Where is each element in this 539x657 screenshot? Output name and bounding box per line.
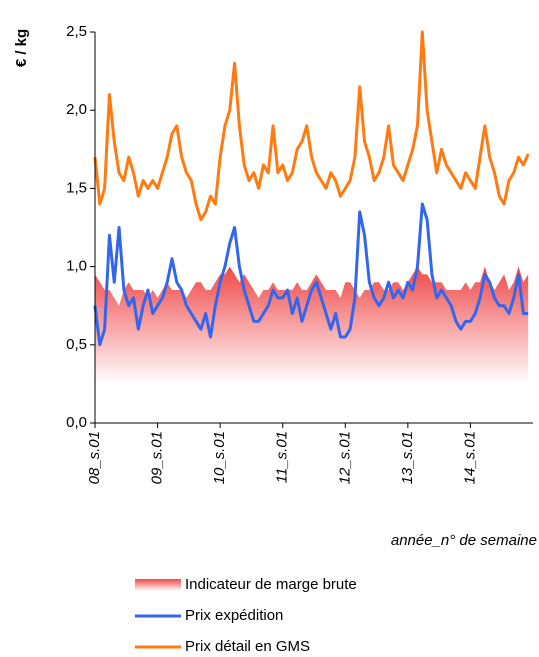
x-tick-label: 10_s.01 — [211, 431, 228, 484]
margin-area — [95, 266, 529, 423]
series-line — [93, 202, 529, 347]
x-axis-title: année_n° de semaine — [391, 532, 537, 549]
x-tick-label: 08_s.01 — [86, 431, 103, 484]
legend-label: Prix expédition — [185, 607, 283, 624]
y-axis-title: € / kg — [13, 29, 30, 67]
x-tick-label: 12_s.01 — [336, 431, 353, 484]
y-tick-label: 0,0 — [66, 414, 87, 431]
legend-label: Indicateur de marge brute — [185, 576, 357, 593]
x-tick-label: 11_s.01 — [274, 431, 291, 483]
x-tick-label: 13_s.01 — [399, 431, 416, 484]
x-tick-label: 14_s.01 — [461, 431, 478, 484]
legend-label: Prix détail en GMS — [185, 638, 310, 655]
x-tick-label: 09_s.01 — [149, 431, 166, 484]
series-line — [93, 30, 530, 222]
y-tick-label: 1,5 — [66, 179, 87, 196]
y-tick-label: 1,0 — [66, 258, 87, 275]
y-tick-label: 2,5 — [66, 23, 87, 40]
legend-swatch — [135, 579, 181, 591]
y-tick-label: 2,0 — [66, 101, 87, 118]
y-tick-label: 0,5 — [66, 336, 87, 353]
